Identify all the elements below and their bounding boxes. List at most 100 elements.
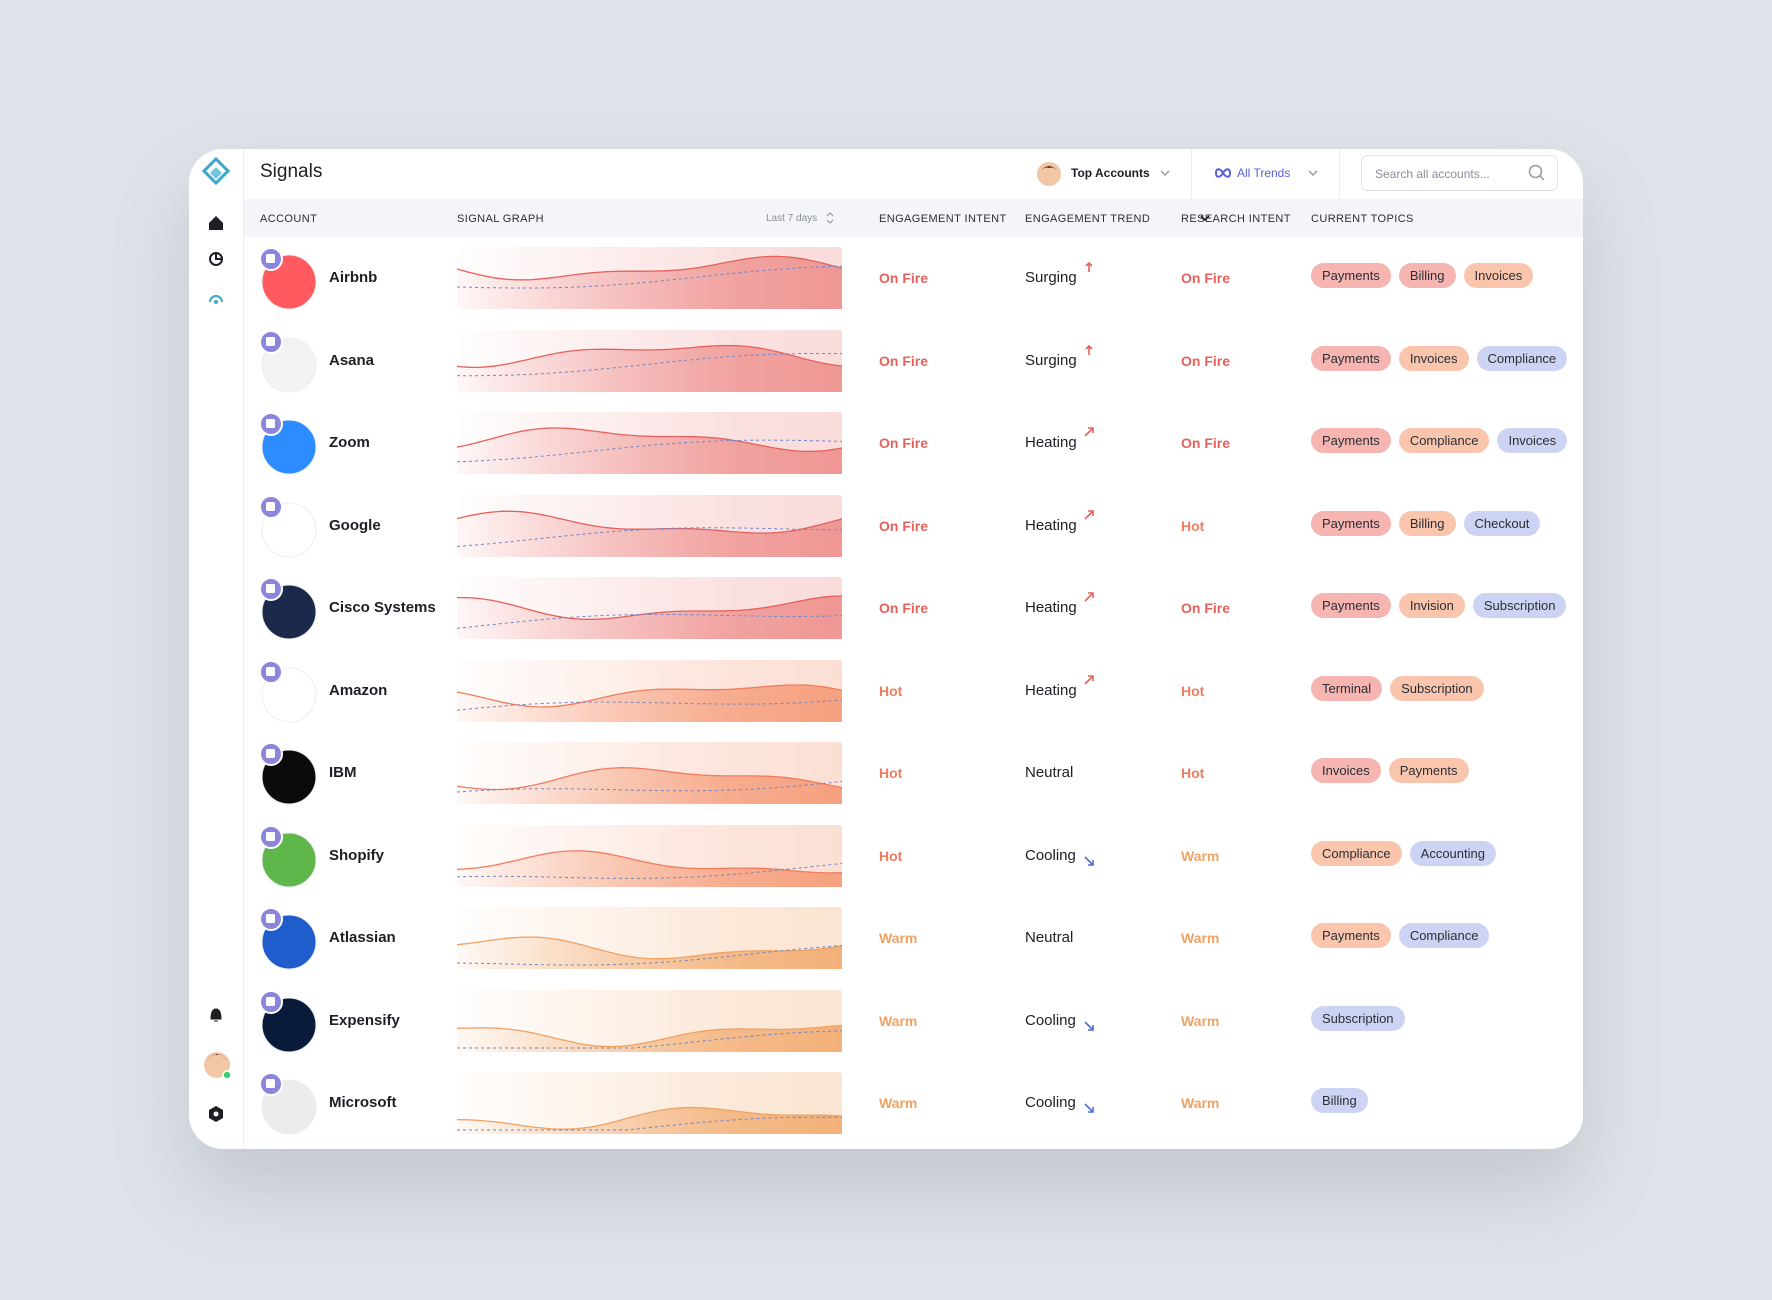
topic-chip[interactable]: Compliance bbox=[1398, 923, 1490, 948]
graph-line bbox=[457, 427, 842, 453]
topic-chip[interactable]: Checkout bbox=[1463, 510, 1541, 536]
engagement-trend: Heating bbox=[1025, 516, 1077, 534]
column-label[interactable]: ENGAGEMENT TREND bbox=[1025, 213, 1151, 225]
account-logo bbox=[259, 577, 317, 640]
account-logo bbox=[259, 824, 317, 887]
engagement-trend: Surging bbox=[1025, 351, 1077, 369]
account-logo bbox=[259, 742, 317, 805]
research-intent: Hot bbox=[1181, 682, 1205, 699]
topic-chip[interactable]: Payments bbox=[1388, 758, 1469, 783]
topic-chip[interactable]: Invoices bbox=[1497, 428, 1568, 453]
topic-chip[interactable]: Billing bbox=[1311, 1088, 1368, 1113]
topic-chip[interactable]: Invoices bbox=[1463, 263, 1534, 288]
app-window: Signals Top Accounts All Trends Search a… bbox=[189, 149, 1583, 1149]
table-row: Microsoft Warm Cooling Warm Billing bbox=[244, 1062, 1583, 1144]
search-placeholder: Search all accounts... bbox=[1375, 167, 1490, 181]
topics: Invoices Payments bbox=[1311, 758, 1477, 783]
research-intent: Warm bbox=[1181, 1095, 1220, 1111]
topic-chip[interactable]: Billing bbox=[1398, 510, 1456, 536]
account-name[interactable]: Cisco Systems bbox=[329, 599, 436, 616]
topic-chip[interactable]: Compliance bbox=[1311, 840, 1402, 866]
engagement-intent: On Fire bbox=[879, 270, 929, 286]
account-filter[interactable]: Top Accounts bbox=[1071, 166, 1150, 180]
top-bar: Signals Top Accounts All Trends Search a… bbox=[244, 149, 1583, 200]
topic-chip[interactable]: Payments bbox=[1311, 345, 1391, 371]
account-name[interactable]: Google bbox=[329, 516, 381, 534]
signals-icon[interactable] bbox=[209, 295, 223, 303]
graph-area bbox=[457, 767, 842, 804]
account-name[interactable]: Microsoft bbox=[329, 1094, 397, 1111]
graph-area bbox=[457, 256, 842, 309]
divider bbox=[1191, 149, 1192, 199]
column-label: RESEARCH INTENT bbox=[1181, 213, 1291, 225]
topic-chip[interactable]: Payments bbox=[1311, 263, 1391, 288]
arrow bbox=[1084, 592, 1094, 602]
notifications-icon[interactable] bbox=[210, 1008, 222, 1022]
topic-chip[interactable]: Subscription bbox=[1472, 593, 1567, 618]
topics: Payments Invoices Compliance bbox=[1311, 345, 1575, 371]
account-logo bbox=[259, 247, 317, 310]
home-icon[interactable] bbox=[209, 216, 223, 230]
trend-arrow bbox=[1084, 855, 1094, 866]
arrow bbox=[1084, 674, 1094, 685]
account-name[interactable]: Zoom bbox=[329, 434, 370, 451]
topic-chip[interactable]: Billing bbox=[1398, 263, 1456, 288]
badge-icon bbox=[266, 831, 275, 841]
account-name[interactable]: Amazon bbox=[329, 681, 388, 699]
graph-line bbox=[457, 1024, 842, 1047]
graph-area bbox=[457, 595, 842, 639]
account-name[interactable]: IBM bbox=[329, 764, 357, 781]
trend-arrow bbox=[1084, 1020, 1094, 1031]
engagement-intent: On Fire bbox=[879, 352, 929, 369]
topic-chip[interactable]: Accounting bbox=[1409, 840, 1496, 866]
range-selector[interactable]: Last 7 days bbox=[766, 213, 818, 224]
topic-chip[interactable]: Invoices bbox=[1311, 758, 1381, 783]
account-name[interactable]: Asana bbox=[329, 351, 375, 369]
topic-chip[interactable]: Compliance bbox=[1398, 428, 1490, 453]
filter-avatar bbox=[1037, 162, 1061, 186]
user-avatar[interactable] bbox=[204, 1052, 230, 1078]
topic-chip[interactable]: Invoices bbox=[1398, 345, 1469, 371]
graph-line bbox=[457, 344, 842, 368]
topic-chip[interactable]: Subscription bbox=[1390, 675, 1484, 701]
account-name[interactable]: Shopify bbox=[329, 846, 384, 864]
topic-chip[interactable]: Subscription bbox=[1311, 1005, 1405, 1031]
arrow bbox=[1084, 1103, 1094, 1113]
divider bbox=[1339, 149, 1340, 199]
signal-graph bbox=[457, 329, 842, 392]
topic-chip[interactable]: Payments bbox=[1311, 510, 1391, 536]
graph-area bbox=[457, 428, 842, 474]
topic-chip[interactable]: Terminal bbox=[1311, 675, 1383, 701]
topic-chip[interactable]: Payments bbox=[1311, 593, 1391, 618]
graph-baseline bbox=[457, 699, 842, 711]
search-icon bbox=[1528, 164, 1545, 181]
engagement-intent: Hot bbox=[879, 765, 903, 781]
badge-icon bbox=[266, 666, 275, 676]
graph-baseline bbox=[457, 352, 842, 376]
engagement-intent: On Fire bbox=[879, 600, 929, 616]
topic-chip[interactable]: Compliance bbox=[1476, 345, 1568, 371]
trend-filter[interactable]: All Trends bbox=[1237, 166, 1291, 180]
topic-chip[interactable]: Invision bbox=[1398, 593, 1465, 618]
topic-chip[interactable]: Payments bbox=[1311, 923, 1391, 948]
topics: Payments Invision Subscription bbox=[1311, 593, 1574, 618]
chevron bbox=[1308, 170, 1318, 176]
engagement-trend: Surging bbox=[1025, 269, 1077, 286]
account-name[interactable]: Airbnb bbox=[329, 269, 378, 286]
search-box[interactable]: Search all accounts... bbox=[1361, 155, 1558, 191]
account-logo bbox=[259, 1072, 317, 1135]
graph-line bbox=[457, 936, 842, 960]
topics: Terminal Subscription bbox=[1311, 675, 1492, 701]
engagement-trend: Heating bbox=[1025, 599, 1077, 616]
account-logo bbox=[259, 494, 317, 557]
account-logo bbox=[259, 659, 317, 722]
topic-chip[interactable]: Payments bbox=[1311, 428, 1391, 453]
engagement-trend: Heating bbox=[1025, 434, 1077, 451]
sidebar bbox=[189, 149, 244, 1149]
graph-baseline bbox=[457, 613, 842, 629]
badge-icon bbox=[266, 501, 275, 511]
account-name[interactable]: Atlassian bbox=[329, 929, 396, 946]
graph-baseline bbox=[457, 781, 842, 793]
account-name[interactable]: Expensify bbox=[329, 1011, 400, 1029]
column-label: ENGAGEMENT INTENT bbox=[879, 213, 1007, 225]
